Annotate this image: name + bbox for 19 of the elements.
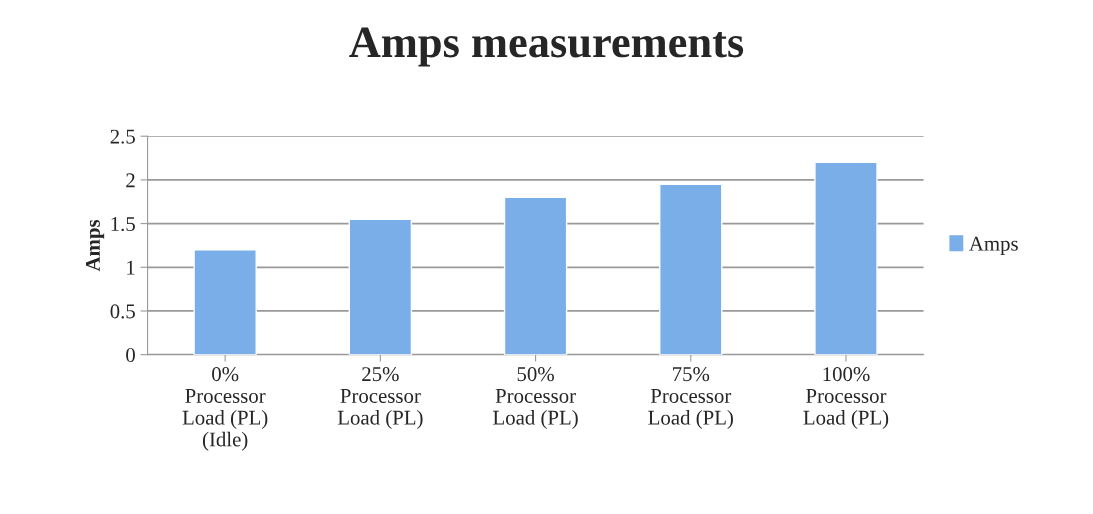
x-tick-label: 75% Processor Load (PL) — [648, 367, 733, 429]
bar — [814, 161, 878, 355]
bar — [659, 183, 723, 355]
x-tick-label: 0% Processor Load (PL) (Idle) — [182, 367, 268, 451]
y-tick-label: 2 — [126, 173, 135, 188]
x-tick-label: 50% Processor Load (PL) — [493, 367, 578, 429]
bar — [348, 218, 413, 355]
x-tick-label: 100% Processor Load (PL) — [803, 367, 889, 429]
x-tick-label: 25% Processor Load (PL) — [337, 367, 423, 429]
y-tick-label: 0.5 — [110, 304, 135, 319]
bar — [193, 249, 257, 355]
y-tick-label: 1.5 — [111, 217, 135, 232]
chart-title: Amps measurements — [349, 27, 744, 67]
legend-label: Amps — [969, 236, 1018, 255]
y-tick-label: 0 — [126, 348, 135, 363]
bar — [503, 196, 568, 355]
y-axis-title: Amps — [85, 219, 105, 272]
y-tick-label: 1 — [127, 260, 135, 275]
y-tick-label: 2.5 — [110, 129, 135, 144]
